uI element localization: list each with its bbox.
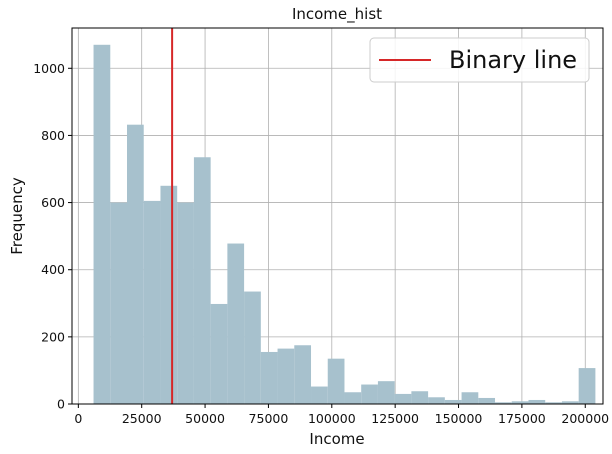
histogram-bar	[545, 402, 562, 404]
x-tick-label: 25000	[122, 411, 162, 426]
x-tick-label: 200000	[561, 411, 609, 426]
histogram-bar	[127, 124, 144, 404]
y-tick-label: 1000	[33, 61, 65, 76]
histogram-bar	[311, 386, 328, 404]
y-tick-label: 400	[41, 262, 65, 277]
histogram-bar	[511, 401, 529, 404]
plot-frame	[71, 27, 604, 405]
histogram-bar	[444, 399, 462, 404]
histogram-bar	[461, 392, 479, 404]
x-tick-label: 75000	[249, 411, 289, 426]
histogram-bar	[411, 391, 429, 404]
y-axis-ticks: 0 200 400 600 800 1000	[33, 61, 72, 412]
x-tick-label: 125000	[371, 411, 419, 426]
y-tick-label: 600	[41, 195, 65, 210]
histogram-bar	[528, 399, 546, 404]
histogram-bar	[227, 243, 245, 404]
x-tick-label: 0	[74, 411, 82, 426]
histogram-bar	[277, 348, 295, 404]
histogram-bar	[394, 393, 412, 404]
histogram-bar	[578, 368, 596, 404]
legend-box	[369, 37, 590, 83]
y-axis-label: Frequency	[8, 177, 26, 255]
histogram-bar	[110, 202, 128, 404]
x-axis-label: Income	[309, 430, 364, 448]
legend: Binary line	[369, 37, 590, 83]
histogram-bar	[428, 397, 445, 404]
histogram-bar	[377, 381, 395, 404]
x-tick-label: 100000	[308, 411, 356, 426]
histogram-bar	[478, 397, 496, 404]
histogram-bar	[361, 384, 378, 404]
legend-label-binary-line: Binary line	[449, 46, 577, 74]
y-tick-label: 0	[57, 397, 65, 412]
y-tick-label: 200	[41, 329, 65, 344]
histogram-bar	[143, 200, 161, 404]
histogram-bar	[561, 401, 579, 404]
watermark: 知乎 @马东什么	[475, 423, 599, 443]
x-tick-label: 50000	[185, 411, 225, 426]
histogram-bar	[177, 202, 194, 404]
x-axis-ticks: 0 25000 50000 75000 100000 125000 150000 175000…	[74, 404, 609, 426]
histogram-bar	[210, 303, 228, 404]
x-tick-label: 175000	[498, 411, 546, 426]
histogram-bar	[344, 392, 362, 404]
histogram-bar	[327, 358, 345, 404]
histogram-bar	[93, 44, 111, 405]
histogram-bar	[294, 345, 312, 404]
histogram-bar	[193, 157, 211, 404]
histogram-bar	[495, 402, 512, 404]
histogram-bar	[244, 291, 261, 404]
x-tick-label: 150000	[435, 411, 483, 426]
y-tick-label: 800	[41, 128, 65, 143]
histogram-bar	[160, 185, 178, 404]
histogram-bar	[260, 351, 278, 404]
chart-title: Income_hist	[292, 5, 382, 24]
